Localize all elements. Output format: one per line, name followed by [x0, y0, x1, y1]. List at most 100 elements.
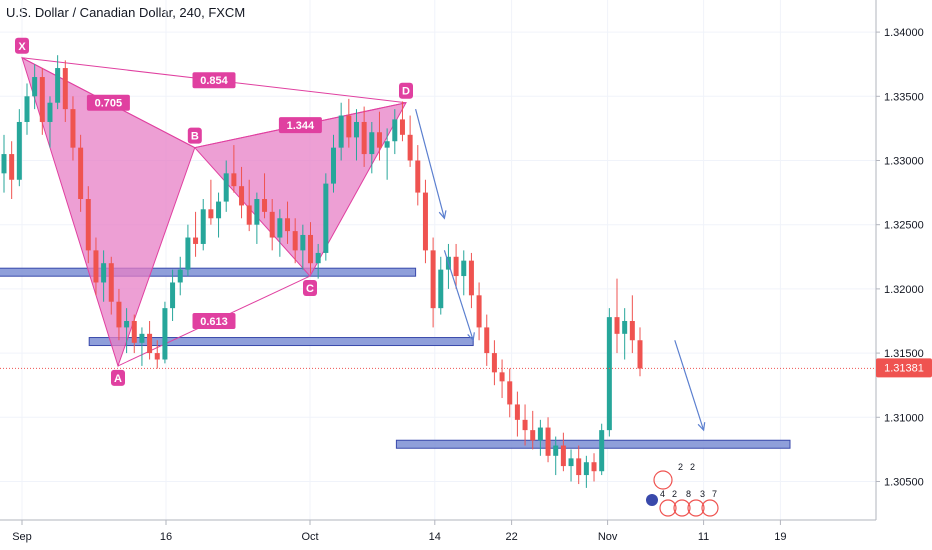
candle-body [407, 134, 413, 161]
x-tick-label: 16 [160, 531, 172, 543]
candle [177, 256, 183, 296]
candle [599, 423, 605, 476]
pattern-point-label: A [114, 373, 122, 385]
harmonic-pattern: 0.705 0.854 1.344 0.613 X A B C D [15, 37, 413, 386]
candle-body [369, 132, 375, 155]
candle [32, 64, 38, 110]
candle [583, 455, 589, 488]
candle-body [185, 237, 191, 270]
candle [461, 250, 467, 296]
candle-body [453, 256, 459, 277]
candle-body [16, 121, 22, 180]
candle [591, 453, 597, 482]
ratio-label: 0.705 [95, 98, 123, 110]
candle-body [522, 419, 528, 431]
candle-body [223, 173, 229, 202]
candle-body [384, 141, 390, 148]
candle [476, 282, 482, 341]
zone-rect [395, 439, 791, 449]
candle-body [507, 381, 513, 405]
candle-body [545, 427, 551, 456]
pattern-point-badge [15, 37, 29, 54]
y-tick-label: 1.30500 [884, 476, 924, 488]
candle-body [484, 327, 490, 354]
candle-body [392, 119, 398, 142]
candle-body [537, 427, 543, 441]
candle [369, 121, 375, 174]
ratio-badge [86, 94, 130, 111]
candle-body [1, 154, 7, 174]
x-tick-label: 14 [429, 531, 441, 543]
candle [553, 436, 559, 476]
candle [407, 115, 413, 167]
event-flag-icon[interactable] [653, 470, 673, 490]
grid [0, 0, 876, 520]
candle-body [116, 301, 122, 328]
event-count-bottom-3: 8 [686, 489, 691, 499]
x-tick-label: Oct [301, 531, 318, 543]
projection-arrow [674, 340, 706, 432]
candle [116, 288, 122, 341]
candle-body [622, 320, 628, 334]
candle-body [461, 260, 467, 277]
candle-body [78, 147, 84, 200]
candle-body [568, 458, 574, 467]
candle-body [154, 353, 160, 360]
projection-arrows [415, 108, 706, 432]
x-axis: Sep 16 Oct 14 22 Nov 11 19 [12, 520, 787, 543]
candle-body [530, 430, 536, 441]
arrow-head [697, 422, 706, 432]
candle-body [338, 115, 344, 148]
y-tick-label: 1.32000 [884, 284, 924, 296]
candle-body [308, 234, 314, 264]
candle-body [9, 154, 15, 180]
event-flag-icon[interactable] [687, 499, 705, 517]
event-count-top-2: 2 [690, 462, 695, 472]
last-price-tag-bg [876, 358, 932, 378]
y-tick-label: 1.31000 [884, 412, 924, 424]
event-flag-icon[interactable] [701, 499, 719, 517]
candle [568, 449, 574, 482]
candle [55, 55, 61, 110]
y-tick-label: 1.32500 [884, 220, 924, 232]
candle [499, 359, 505, 399]
candle [376, 111, 382, 161]
candle-body [131, 320, 137, 343]
last-price-label: 1.31381 [884, 362, 924, 374]
candle [147, 320, 153, 360]
event-flag-icon[interactable] [673, 499, 691, 517]
candle [24, 83, 30, 135]
pattern-point-badge [303, 280, 317, 297]
candle-body [315, 252, 321, 264]
candle [629, 295, 635, 354]
candle-body [246, 205, 252, 225]
candle-body [430, 250, 436, 309]
y-tick-label: 1.34000 [884, 27, 924, 39]
event-flag-us-icon[interactable] [646, 494, 658, 506]
candle-body [468, 260, 474, 296]
candle [269, 199, 275, 251]
event-flag-icon[interactable] [659, 499, 677, 517]
candle [438, 256, 444, 315]
x-tick-label: 11 [698, 531, 709, 543]
candle [185, 224, 191, 277]
candlesticks [1, 55, 643, 488]
candle [223, 160, 229, 212]
candle-body [576, 458, 582, 476]
candle [384, 128, 390, 180]
last-price-tag: 1.31381 [876, 358, 932, 378]
candle [361, 106, 367, 167]
candle [514, 391, 520, 437]
pattern-point-badge [111, 369, 125, 386]
candle [85, 186, 91, 264]
candle-body [277, 218, 283, 238]
candle-body [62, 68, 68, 110]
candle-body [606, 317, 612, 431]
candle [108, 256, 114, 315]
candle [170, 269, 176, 321]
candle-body [514, 404, 520, 420]
candle [62, 60, 68, 122]
candle-body [108, 263, 114, 302]
candle-body [629, 320, 635, 341]
candle-body [422, 192, 428, 251]
